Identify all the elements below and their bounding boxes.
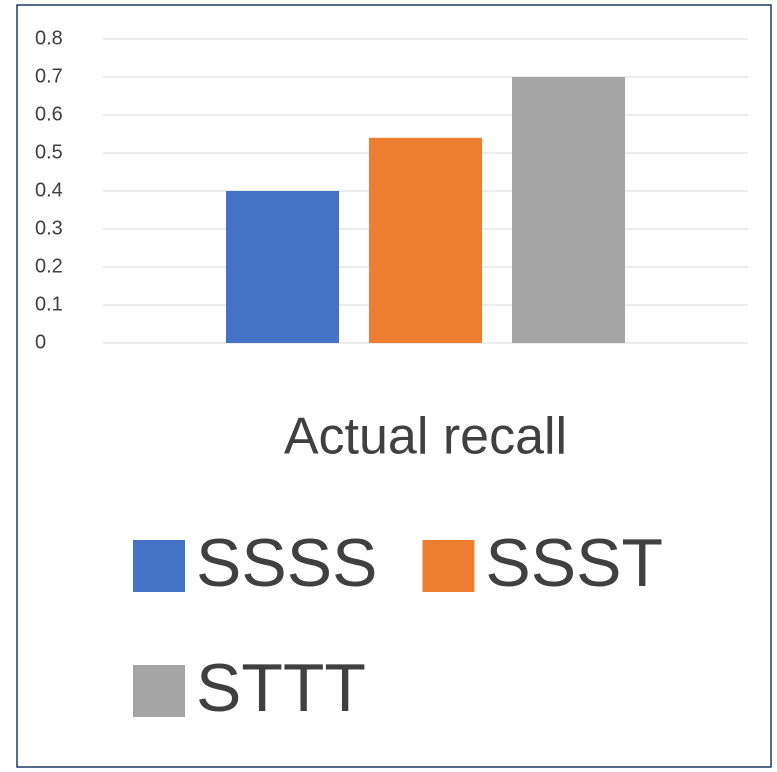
y-tick-label: 0.8	[35, 27, 63, 49]
y-tick-label: 0.2	[35, 255, 63, 277]
y-tick-label: 0.3	[35, 217, 63, 239]
legend-label: SSST	[485, 525, 663, 601]
bar	[226, 191, 339, 343]
y-tick-label: 0.1	[35, 293, 63, 315]
legend-swatch	[422, 540, 475, 592]
legend-label: SSSS	[196, 525, 377, 601]
bar	[369, 137, 482, 343]
y-tick-label: 0	[35, 331, 46, 353]
legend-swatch	[133, 540, 185, 592]
legend-swatch	[133, 665, 185, 717]
y-tick-label: 0.6	[35, 103, 63, 125]
x-tick-label: Actual recall	[284, 408, 567, 466]
y-tick-label: 0.4	[35, 179, 63, 201]
bar	[512, 77, 625, 343]
y-tick-label: 0.7	[35, 65, 63, 87]
y-tick-label: 0.5	[35, 141, 63, 163]
legend-label: STTT	[196, 650, 366, 726]
chart-border	[16, 4, 772, 768]
